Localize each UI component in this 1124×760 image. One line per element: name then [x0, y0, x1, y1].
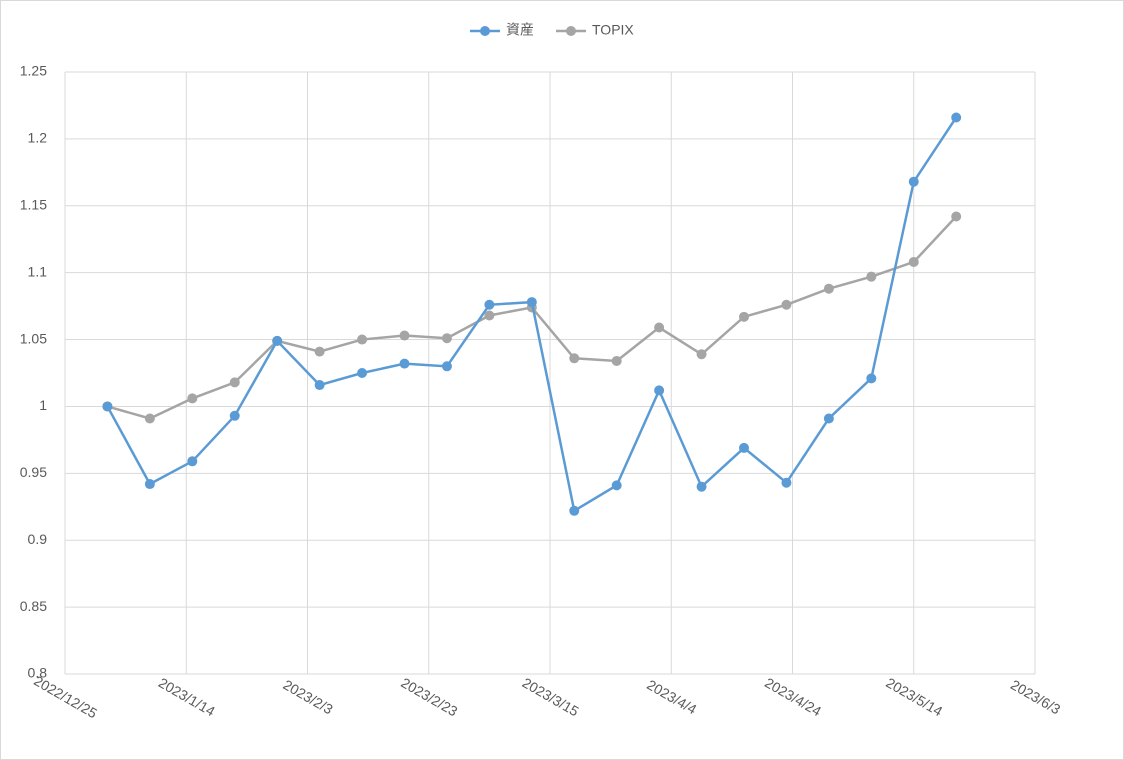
data-point	[908, 256, 919, 267]
data-point	[823, 283, 834, 294]
data-point	[951, 211, 962, 222]
legend-marker	[480, 26, 490, 36]
data-point	[441, 333, 452, 344]
data-point	[357, 368, 368, 378]
data-point	[187, 456, 198, 467]
data-point	[696, 481, 707, 492]
data-point	[951, 112, 962, 123]
data-point	[229, 377, 240, 388]
y-tick-label: 1	[39, 397, 47, 413]
data-point	[144, 413, 155, 424]
y-tick-label: 0.85	[20, 598, 47, 614]
data-point	[781, 477, 792, 488]
data-point	[739, 311, 749, 322]
data-point	[484, 299, 495, 310]
data-point	[484, 310, 495, 321]
data-point	[102, 401, 113, 412]
y-tick-label: 1.2	[28, 130, 48, 146]
data-point	[696, 349, 707, 360]
data-point	[739, 442, 749, 453]
data-point	[526, 297, 537, 308]
data-point	[654, 385, 665, 396]
data-point	[908, 176, 919, 187]
data-point	[314, 380, 325, 391]
y-tick-label: 0.95	[20, 464, 47, 480]
y-tick-label: 1.1	[28, 263, 48, 279]
y-tick-label: 1.25	[20, 63, 47, 79]
data-point	[569, 353, 580, 364]
data-point	[441, 361, 452, 372]
data-point	[654, 322, 665, 333]
data-point	[569, 505, 580, 516]
data-point	[866, 373, 877, 384]
y-tick-label: 1.15	[20, 196, 47, 212]
data-point	[781, 299, 792, 310]
data-point	[144, 479, 155, 490]
data-point	[314, 346, 325, 357]
data-point	[611, 355, 622, 366]
y-tick-label: 0.8	[28, 665, 48, 681]
data-point	[399, 358, 410, 369]
data-point	[823, 413, 834, 424]
data-point	[357, 334, 368, 345]
data-point	[272, 335, 283, 346]
y-tick-label: 1.05	[20, 330, 47, 346]
data-point	[187, 393, 198, 404]
data-point	[611, 480, 622, 491]
legend-label: TOPIX	[592, 22, 634, 38]
data-point	[866, 271, 877, 282]
data-point	[229, 410, 240, 421]
legend-label: 資産	[506, 22, 534, 38]
data-point	[399, 330, 410, 341]
legend-marker	[566, 26, 576, 36]
y-tick-label: 0.9	[28, 531, 48, 547]
